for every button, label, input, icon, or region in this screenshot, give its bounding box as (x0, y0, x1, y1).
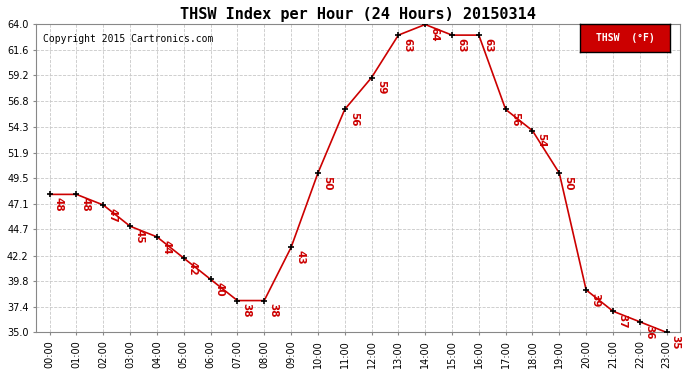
Text: 45: 45 (135, 229, 144, 244)
Text: 48: 48 (81, 197, 90, 212)
Text: 50: 50 (322, 176, 332, 190)
Title: THSW Index per Hour (24 Hours) 20150314: THSW Index per Hour (24 Hours) 20150314 (180, 7, 536, 22)
Text: 36: 36 (644, 325, 654, 339)
Text: 35: 35 (671, 335, 681, 350)
Text: 56: 56 (510, 112, 520, 127)
Text: 37: 37 (617, 314, 627, 328)
Text: 39: 39 (591, 293, 600, 307)
Text: 48: 48 (54, 197, 63, 212)
Text: 38: 38 (241, 303, 252, 318)
Text: 64: 64 (429, 27, 440, 42)
Text: 56: 56 (349, 112, 359, 127)
Text: 44: 44 (161, 240, 171, 254)
Text: 43: 43 (295, 250, 305, 265)
Text: 50: 50 (564, 176, 573, 190)
Text: 40: 40 (215, 282, 225, 297)
Text: Copyright 2015 Cartronics.com: Copyright 2015 Cartronics.com (43, 34, 213, 44)
Text: 54: 54 (537, 134, 546, 148)
Text: 63: 63 (402, 38, 413, 52)
Text: 42: 42 (188, 261, 198, 276)
Text: 47: 47 (108, 208, 117, 222)
Text: 63: 63 (456, 38, 466, 52)
Text: 63: 63 (483, 38, 493, 52)
Text: 38: 38 (268, 303, 278, 318)
Text: 59: 59 (375, 80, 386, 95)
